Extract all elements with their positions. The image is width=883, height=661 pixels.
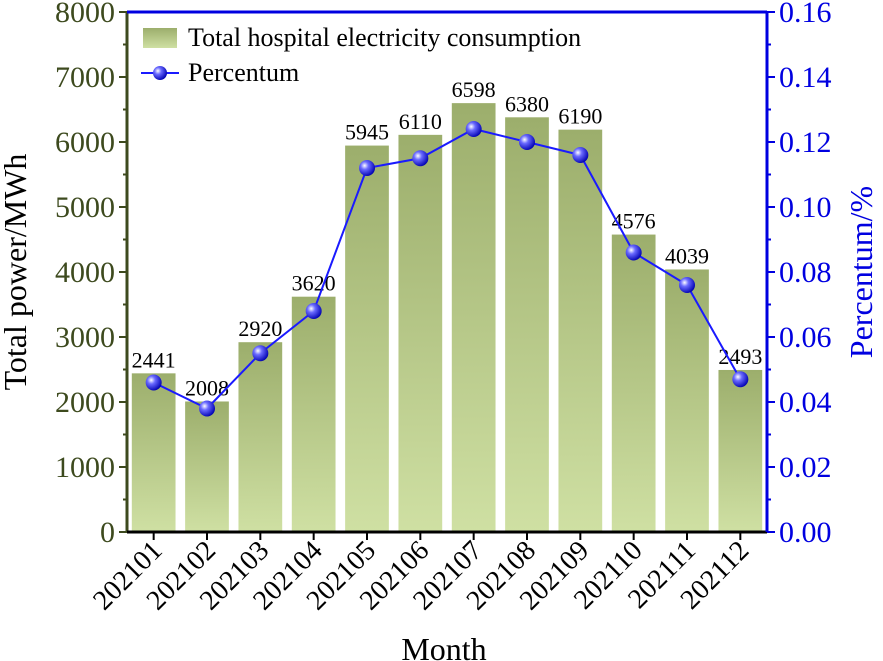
y-tick-label: 4000 — [55, 256, 115, 289]
bar-data-label: 6190 — [558, 104, 602, 129]
bar-202110 — [611, 234, 656, 532]
bar-data-label: 6110 — [399, 109, 442, 134]
y-tick-label: 5000 — [55, 191, 115, 224]
legend-line-label: Percentum — [188, 58, 299, 87]
y2-tick-label: 0.04 — [779, 386, 832, 419]
percent-point-202102 — [199, 400, 215, 417]
y2-tick-label: 0.06 — [779, 321, 832, 354]
percent-point-202112 — [732, 371, 749, 388]
percent-point-202106 — [412, 150, 429, 167]
y2-tick-label: 0.02 — [779, 451, 832, 484]
bar-data-label: 2493 — [718, 344, 762, 369]
y-tick-label: 8000 — [55, 0, 115, 29]
bar-202107 — [451, 103, 496, 532]
y-tick-label: 7000 — [55, 61, 115, 94]
bar-data-label: 3620 — [292, 271, 336, 296]
bar-data-label: 2008 — [185, 375, 229, 400]
percent-point-202101 — [145, 374, 162, 391]
y2-tick-label: 0.00 — [779, 516, 832, 549]
bar-202108 — [505, 117, 549, 533]
bar-202103 — [238, 342, 283, 532]
bar-labels-group: 2441 2008 2920 3620 5945 6110 6598 6380 6190 4576… — [132, 77, 763, 400]
percent-line-group — [145, 121, 749, 417]
y-tick-label: 2000 — [55, 386, 115, 419]
y-tick-label: 1000 — [55, 451, 115, 484]
bar-202111 — [665, 269, 709, 532]
percent-point-202104 — [305, 303, 322, 319]
bar-data-label: 2441 — [132, 347, 176, 372]
y2-tick-label: 0.10 — [779, 191, 832, 224]
y-tick-label: 0 — [100, 516, 115, 549]
y2-axis-title: Percentum/% — [843, 186, 879, 358]
y-tick-label: 3000 — [55, 321, 115, 354]
y2-tick-label: 0.12 — [779, 126, 832, 159]
legend-line-marker — [153, 66, 167, 80]
bar-data-label: 5945 — [345, 120, 389, 145]
bar-data-label: 2920 — [238, 316, 282, 341]
y-tick-label: 6000 — [55, 126, 115, 159]
bars-group — [131, 103, 763, 533]
legend: Total hospital electricity consumption P… — [141, 23, 581, 87]
bar-data-label: 6598 — [452, 77, 496, 102]
percent-point-202111 — [679, 277, 695, 293]
percent-point-202105 — [359, 160, 375, 176]
y2-tick-label: 0.14 — [779, 61, 832, 94]
bar-data-label: 4576 — [612, 209, 656, 234]
x-axis-title: Month — [401, 631, 486, 661]
y2-tick-label: 0.08 — [779, 256, 832, 289]
legend-bar-label: Total hospital electricity consumption — [188, 23, 581, 52]
bar-202104 — [291, 296, 336, 532]
bar-202106 — [398, 134, 443, 532]
bar-202102 — [185, 401, 229, 532]
percent-point-202103 — [252, 345, 269, 362]
y-axis-title: Total power/MWh — [0, 154, 33, 391]
legend-bar-swatch — [143, 28, 177, 48]
bar-202105 — [345, 145, 389, 532]
bar-202112 — [718, 369, 763, 532]
percent-point-202109 — [572, 147, 589, 163]
percent-point-202108 — [519, 134, 535, 150]
bar-data-label: 4039 — [665, 243, 709, 268]
y2-tick-label: 0.16 — [779, 0, 832, 29]
bar-202101 — [131, 373, 176, 532]
percent-line — [153, 127, 742, 410]
percent-point-202107 — [465, 121, 482, 137]
bar-202109 — [558, 129, 603, 532]
percent-point-202110 — [625, 244, 642, 261]
bar-data-label: 6380 — [505, 91, 549, 116]
